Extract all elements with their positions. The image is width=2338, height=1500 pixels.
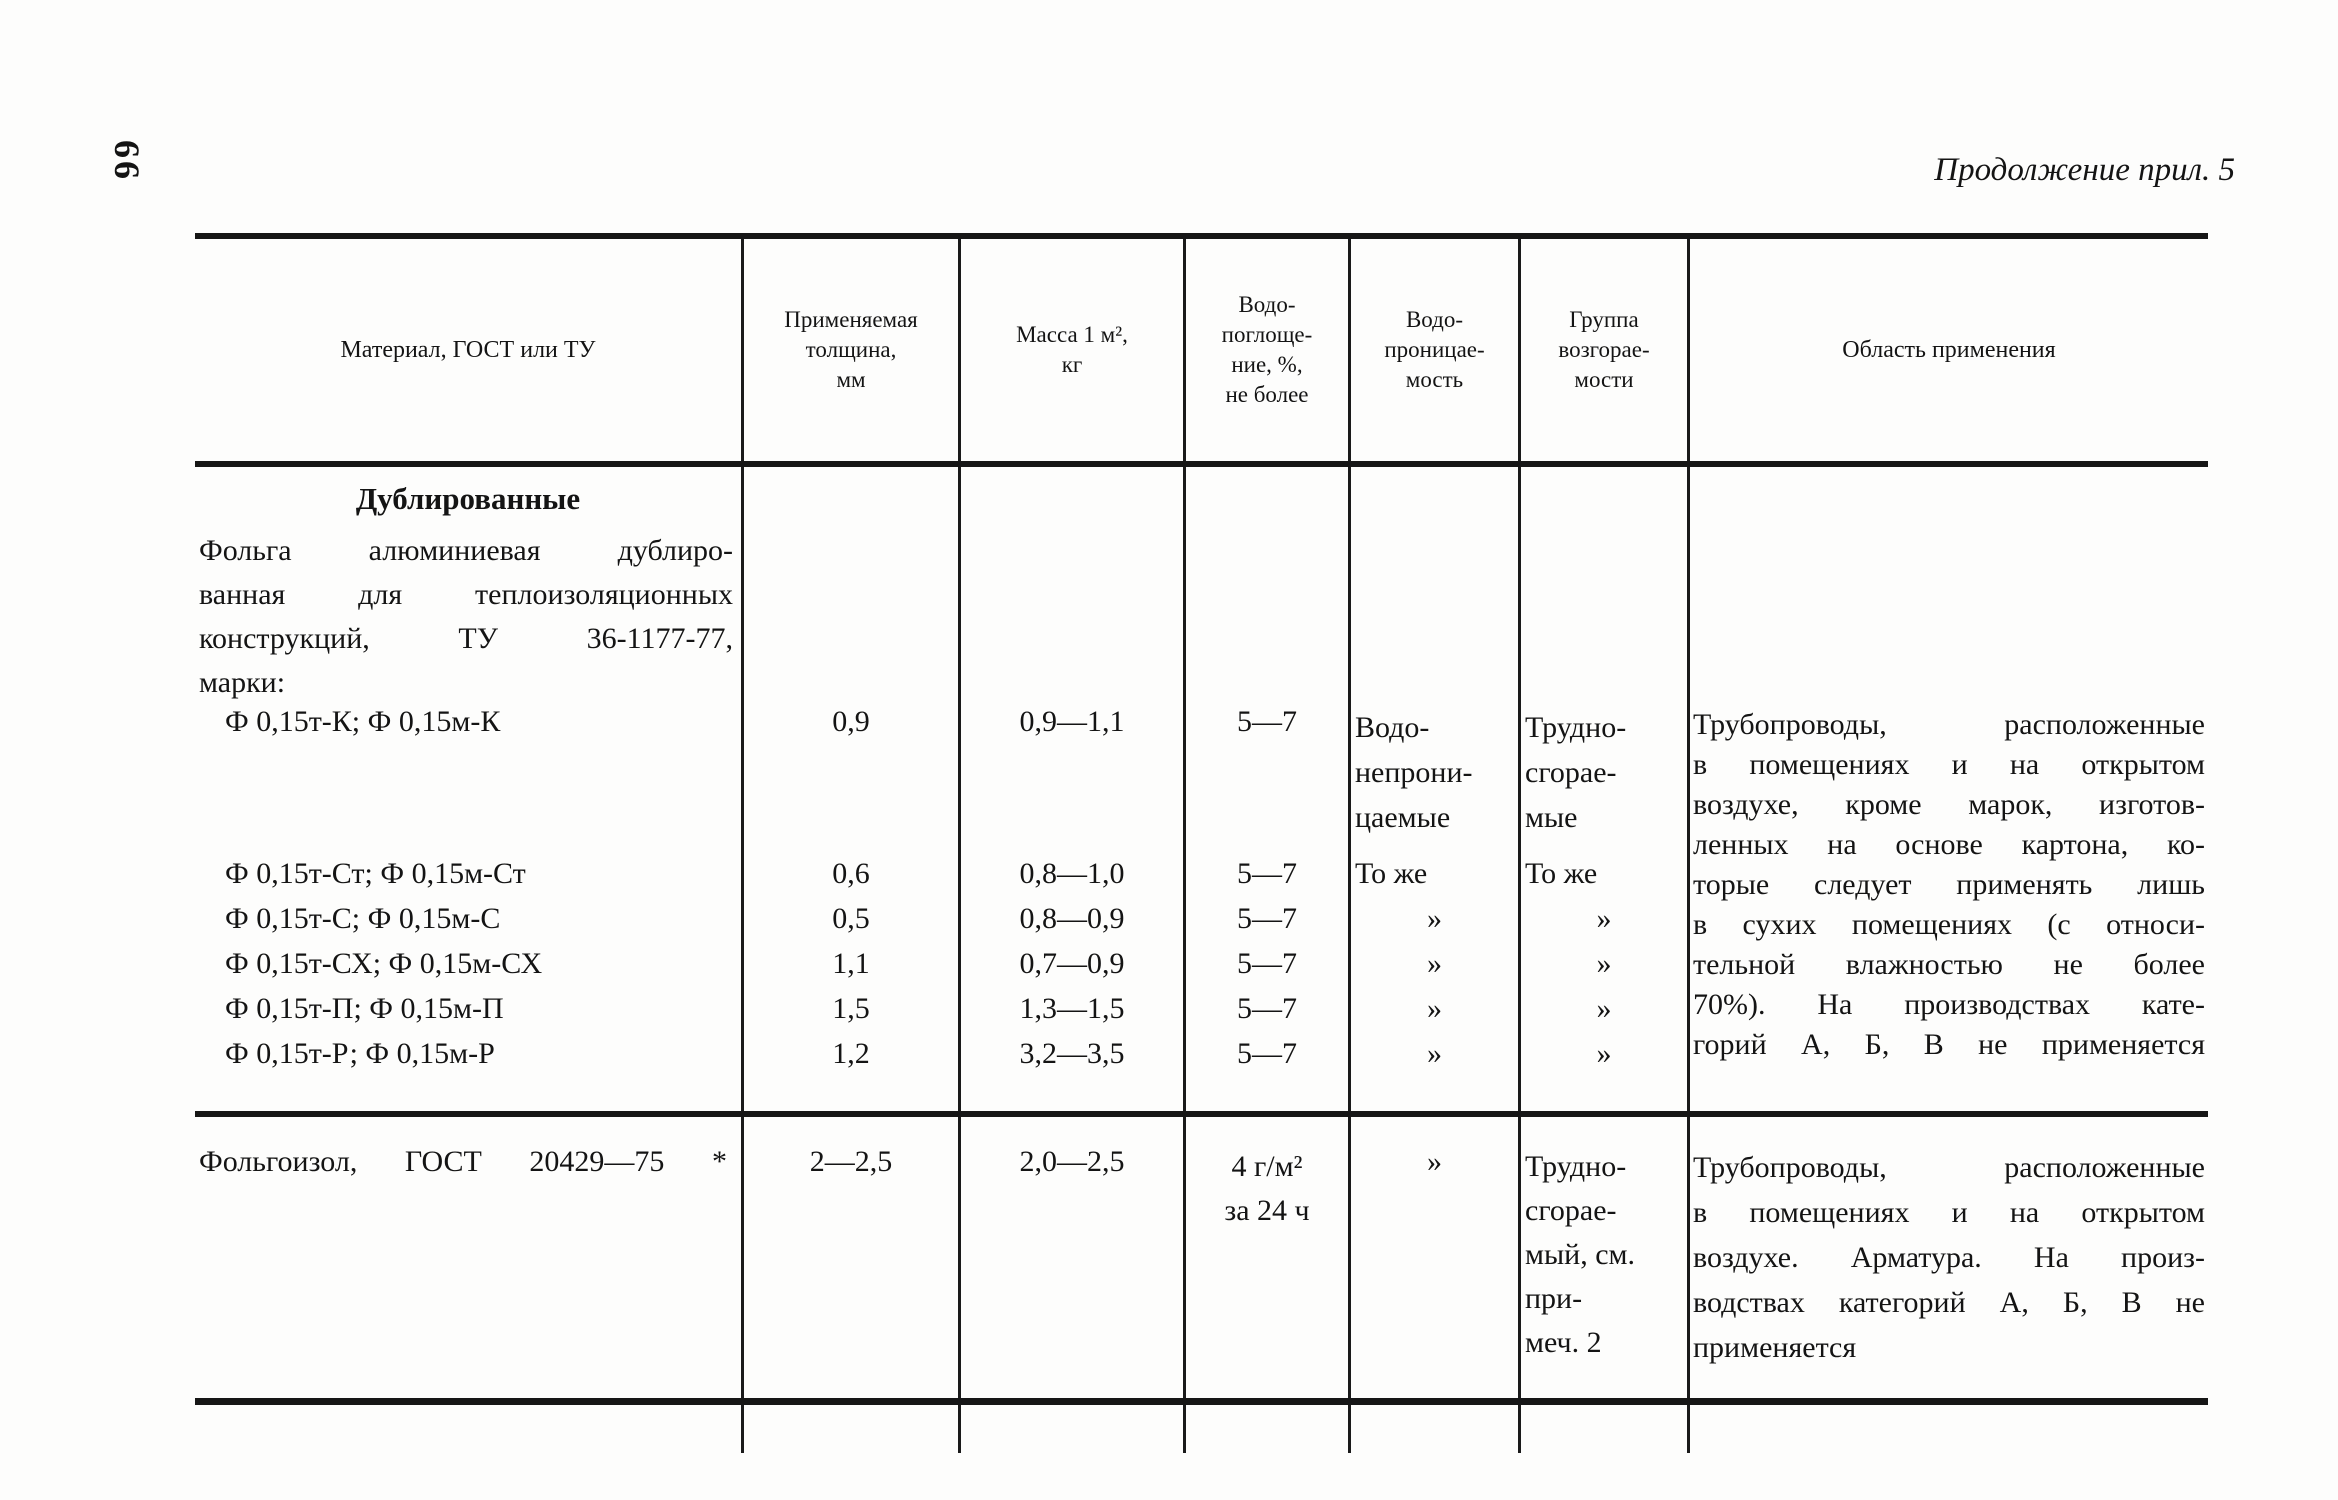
permeability-ditto: » (1427, 902, 1442, 935)
flammability-ditto: » (1596, 1037, 1612, 1070)
materials-table: Материал, ГОСТ или ТУ Применяемая толщин… (195, 233, 2208, 1458)
mass-value: 0,7—0,9 (1019, 947, 1125, 980)
material-mark: Ф 0,15т-Ст; Ф 0,15м-Ст (225, 857, 526, 890)
absorption-value: 5—7 (1237, 992, 1297, 1025)
absorption-value: 5—7 (1237, 902, 1297, 935)
flammability-ditto: » (1596, 902, 1612, 935)
thickness-value: 0,5 (832, 902, 870, 935)
material-description: Фольга алюминиевая дублиро- ванная для т… (199, 534, 733, 699)
material-mark: Ф 0,15т-К; Ф 0,15м-К (225, 705, 501, 738)
material-mark-list: Ф 0,15т-Ст; Ф 0,15м-Ст Ф 0,15т-С; Ф 0,15… (225, 851, 737, 1076)
mass-value: 0,9—1,1 (1019, 705, 1125, 738)
absorption-value: 5—7 (1237, 705, 1297, 738)
mass-value: 1,3—1,5 (1019, 992, 1125, 1025)
column-divider (1518, 1117, 1521, 1398)
thickness-list: 0,6 0,5 1,1 1,5 1,2 (744, 851, 958, 1076)
section-divider-rule (195, 1111, 2208, 1117)
flammability-value: Трудно- сгорае- мые (1525, 711, 1627, 834)
material-mark: Ф 0,15т-СХ; Ф 0,15м-СХ (225, 947, 543, 980)
column-tick (1687, 1405, 1690, 1453)
column-divider (958, 1117, 961, 1398)
table-header-row: Материал, ГОСТ или ТУ Применяемая толщин… (195, 239, 2208, 461)
application-text: Трубопроводы, расположенные в помещениях… (1693, 1151, 2205, 1364)
column-divider (1687, 467, 1690, 1111)
material-name: Фольгоизол, ГОСТ 20429—75 * (199, 1145, 727, 1178)
material-mark: Ф 0,15т-С; Ф 0,15м-С (225, 902, 501, 935)
application-text: Трубопроводы, расположенные в помещениях… (1693, 708, 2205, 1061)
mass-value: 3,2—3,5 (1019, 1037, 1125, 1070)
permeability-list: То же » » » » (1351, 851, 1518, 1076)
thickness-value: 1,5 (832, 992, 870, 1025)
flammability-ditto: » (1596, 947, 1612, 980)
permeability-value: То же (1355, 857, 1428, 890)
permeability-value: Водо- непрони- цаемые (1355, 711, 1473, 834)
header-thickness: Применяемая толщина, мм (744, 239, 961, 461)
absorption-value: 4 г/м² за 24 ч (1224, 1150, 1310, 1227)
mass-list: 0,8—1,0 0,8—0,9 0,7—0,9 1,3—1,5 3,2—3,5 (961, 851, 1183, 1076)
thickness-value: 0,6 (832, 857, 870, 890)
absorption-value: 5—7 (1237, 947, 1297, 980)
column-divider (958, 467, 961, 1111)
column-divider (1518, 467, 1521, 1111)
column-tick (958, 1405, 961, 1453)
permeability-ditto: » (1427, 947, 1442, 980)
absorption-value: 5—7 (1237, 1037, 1297, 1070)
continuation-note: Продолжение прил. 5 (1934, 152, 2235, 188)
header-bottom-rule (195, 461, 2208, 467)
mass-value: 2,0—2,5 (1019, 1145, 1125, 1178)
header-mass: Масса 1 м², кг (961, 239, 1186, 461)
column-divider (1348, 1117, 1351, 1398)
thickness-value: 2—2,5 (809, 1145, 893, 1178)
permeability-ditto: » (1427, 1037, 1442, 1070)
column-divider (1687, 1117, 1690, 1398)
column-tick (1183, 1405, 1186, 1453)
permeability-ditto: » (1427, 992, 1442, 1025)
column-tick (741, 1405, 744, 1453)
material-mark: Ф 0,15т-Р; Ф 0,15м-Р (225, 1037, 495, 1070)
group-title: Дублированные (355, 481, 581, 516)
page-number: 66 (107, 140, 147, 182)
material-mark: Ф 0,15т-П; Ф 0,15м-П (225, 992, 504, 1025)
section-folgoizol: Фольгоизол, ГОСТ 20429—75 * 2—2,5 2,0—2,… (195, 1117, 2208, 1398)
section-duplicated: Дублированные Фольга алюминиевая дублиро… (195, 467, 2208, 1111)
absorption-value: 5—7 (1237, 857, 1297, 890)
flammability-ditto: » (1596, 992, 1612, 1025)
absorption-list: 5—7 5—7 5—7 5—7 5—7 (1186, 851, 1348, 1076)
header-material: Материал, ГОСТ или ТУ (195, 239, 744, 461)
column-divider (741, 1117, 744, 1398)
flammability-value: Трудно- сгорае- мый, см. при- меч. 2 (1525, 1150, 1635, 1359)
column-tick (1348, 1405, 1351, 1453)
header-absorption: Водо- поглоще- ние, %, не более (1186, 239, 1351, 461)
header-permeability: Водо- проницае- мость (1351, 239, 1521, 461)
column-divider (1348, 467, 1351, 1111)
header-application: Область применения (1842, 337, 2056, 363)
mass-value: 0,8—0,9 (1019, 902, 1125, 935)
thickness-value: 0,9 (832, 705, 870, 738)
column-divider (741, 467, 744, 1111)
column-divider (1183, 467, 1186, 1111)
column-tick (1518, 1405, 1521, 1453)
column-tick-row (195, 1405, 2208, 1453)
header-flammability: Группа возгорае- мости (1521, 239, 1690, 461)
flammability-list: То же » » » » (1521, 851, 1687, 1076)
column-divider (1183, 1117, 1186, 1398)
thickness-value: 1,1 (832, 947, 870, 980)
thickness-value: 1,2 (832, 1037, 870, 1070)
table-top-rule (195, 233, 2208, 239)
flammability-value: То же (1525, 857, 1598, 890)
permeability-ditto: » (1427, 1145, 1442, 1178)
mass-value: 0,8—1,0 (1019, 857, 1125, 890)
table-bottom-rule (195, 1398, 2208, 1405)
